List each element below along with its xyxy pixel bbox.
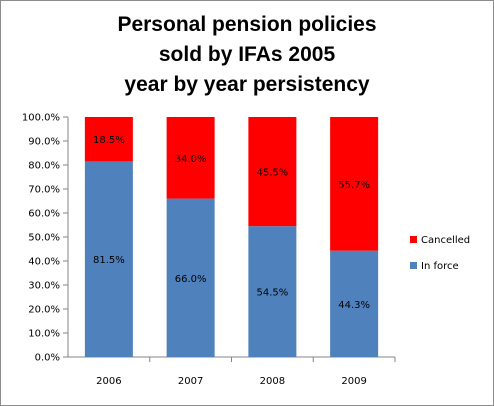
y-tick-label: 10.0%: [28, 329, 60, 340]
legend-swatch: [410, 262, 417, 269]
legend-label: Cancelled: [421, 235, 470, 246]
y-tick-label: 70.0%: [28, 185, 60, 196]
y-tick-label: 100.0%: [22, 113, 60, 124]
y-tick-label: 90.0%: [28, 137, 60, 148]
y-tick-label: 50.0%: [28, 233, 60, 244]
x-tick-label: 2007: [178, 376, 203, 387]
y-tick-label: 30.0%: [28, 281, 60, 292]
chart-title-line-2: sold by IFAs 2005: [158, 43, 336, 66]
data-label: 54.5%: [256, 288, 288, 299]
x-tick-label: 2006: [96, 376, 121, 387]
x-tick-label: 2009: [341, 376, 366, 387]
x-tick-label: 2008: [260, 376, 285, 387]
y-tick-label: 20.0%: [28, 305, 60, 316]
data-label: 81.5%: [93, 255, 125, 266]
bar-in-force: [330, 250, 379, 357]
data-label: 18.5%: [93, 135, 125, 146]
chart-title: Personal pension policies sold by IFAs 2…: [0, 10, 494, 100]
legend-label: In force: [421, 261, 459, 272]
bar-cancelled: [84, 117, 133, 162]
y-tick-label: 0.0%: [35, 353, 60, 364]
bar-in-force: [166, 198, 215, 357]
bar-cancelled: [166, 117, 215, 199]
data-label: 44.3%: [338, 300, 370, 311]
data-label: 55.7%: [338, 180, 370, 191]
data-label: 45.5%: [256, 168, 288, 179]
legend-swatch: [410, 236, 417, 243]
chart-title-line-3: year by year persistency: [124, 73, 370, 96]
data-label: 66.0%: [175, 274, 207, 285]
y-tick-label: 40.0%: [28, 257, 60, 268]
chart-title-line-1: Personal pension policies: [117, 13, 377, 36]
bar-cancelled: [248, 117, 297, 227]
bar-cancelled: [330, 117, 379, 251]
y-tick-label: 80.0%: [28, 161, 60, 172]
bar-in-force: [248, 226, 297, 357]
data-label: 34.0%: [175, 154, 207, 165]
y-tick-label: 60.0%: [28, 209, 60, 220]
bar-in-force: [84, 161, 133, 357]
